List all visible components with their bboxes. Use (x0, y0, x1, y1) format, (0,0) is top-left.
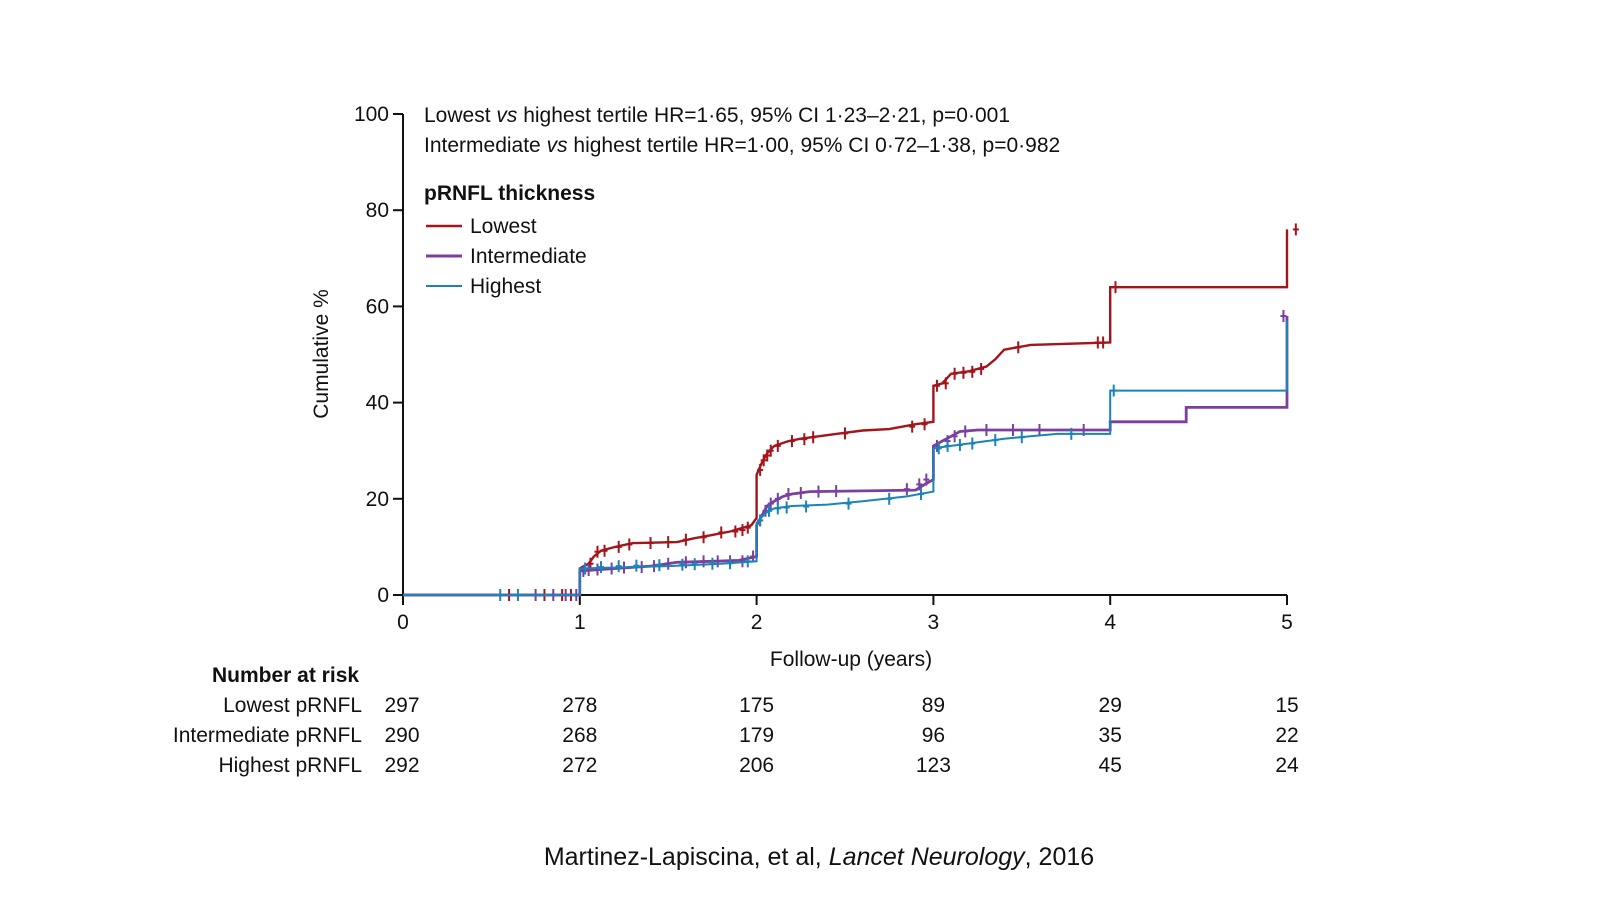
risk-value: 268 (562, 724, 597, 747)
risk-value: 35 (1099, 724, 1122, 747)
y-tick-label: 0 (377, 584, 389, 607)
y-axis-title: Cumulative % (310, 289, 333, 419)
curve-highest (403, 320, 1288, 596)
risk-value: 15 (1275, 694, 1298, 717)
x-tick-label: 3 (928, 611, 940, 634)
curve-intermediate (403, 316, 1289, 597)
risk-value: 96 (922, 724, 945, 747)
risk-value: 292 (384, 754, 419, 777)
risk-row-label-lowest: Lowest pRNFL (223, 694, 362, 717)
y-tick-label: 60 (366, 295, 389, 318)
y-tick-label: 100 (354, 103, 389, 126)
risk-value: 290 (384, 724, 419, 747)
x-axis-title: Follow-up (years) (770, 648, 932, 671)
risk-value: 206 (739, 754, 774, 777)
risk-table-title: Number at risk (212, 664, 359, 687)
y-tick-label: 40 (366, 392, 389, 415)
risk-value: 89 (922, 694, 945, 717)
y-tick-label: 20 (366, 488, 389, 511)
risk-row-label-intermediate: Intermediate pRNFL (173, 724, 362, 747)
annotation-line-2: Intermediate vs highest tertile HR=1·00,… (424, 134, 1060, 157)
legend-label-lowest: Lowest (470, 215, 537, 238)
legend-label-intermediate: Intermediate (470, 245, 587, 268)
x-tick-label: 5 (1281, 611, 1293, 634)
x-tick-label: 1 (574, 611, 586, 634)
annotation-line-1: Lowest vs highest tertile HR=1·65, 95% C… (424, 104, 1010, 127)
risk-value: 297 (384, 694, 419, 717)
risk-table: Number at risk Lowest pRNFL Intermediate… (173, 664, 1299, 777)
risk-value: 278 (562, 694, 597, 717)
risk-value: 175 (739, 694, 774, 717)
citation: Martinez-Lapiscina, et al, Lancet Neurol… (0, 843, 1600, 872)
risk-value: 179 (739, 724, 774, 747)
risk-value: 45 (1099, 754, 1122, 777)
x-tick-label: 0 (397, 611, 409, 634)
citation-year: , 2016 (1024, 843, 1095, 871)
risk-value: 123 (916, 754, 951, 777)
risk-value: 24 (1275, 754, 1299, 777)
citation-journal: Lancet Neurology (828, 843, 1025, 871)
legend-label-highest: Highest (470, 275, 541, 298)
x-tick-label: 4 (1104, 611, 1116, 634)
risk-value: 22 (1275, 724, 1298, 747)
citation-authors: Martinez-Lapiscina, et al, (543, 843, 829, 871)
legend-title: pRNFL thickness (424, 182, 595, 205)
legend: pRNFL thickness Lowest Intermediate High… (424, 182, 595, 298)
risk-row-label-highest: Highest pRNFL (218, 754, 362, 777)
risk-value: 29 (1099, 694, 1122, 717)
y-tick-label: 80 (366, 199, 389, 222)
risk-values: 297 278 175 89 29 15 290 268 179 96 35 22 292 272 206 1… (384, 694, 1299, 777)
risk-value: 272 (562, 754, 597, 777)
chart-curves (403, 223, 1299, 601)
x-tick-label: 2 (751, 611, 763, 634)
